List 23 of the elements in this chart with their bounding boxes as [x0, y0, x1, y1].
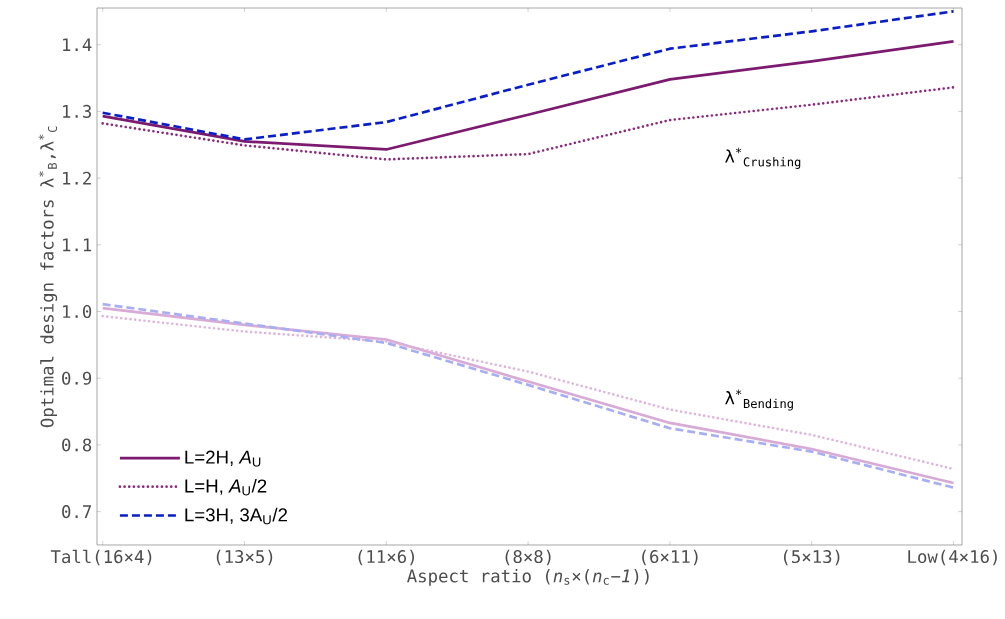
legend-label: L=2H, A$_{U}$	[185, 450, 261, 467]
x-tick-label: (13×5)	[216, 549, 273, 566]
line-series	[101, 10, 955, 141]
x-tick-label: (11×6)	[358, 549, 414, 566]
y-tick-label: 1.0	[63, 304, 92, 319]
annotation: λ$^{*}$Bending	[725, 389, 793, 411]
y-tick-label: 0.9	[62, 371, 92, 385]
y-axis-title: Optimal design factors λ$^{*}$$_{B}$,λ$^{*}$C	[38, 126, 58, 428]
x-tick-label: (8×8)	[505, 549, 551, 566]
x-tick-label: (6×11)	[642, 549, 698, 566]
y-tick-label: 1.3	[63, 104, 91, 118]
x-tick-label: Low(4×16)	[908, 549, 997, 566]
legend-label: L=3H, 3A$_{U}$/2	[185, 507, 287, 525]
y-tick-label: 1.2	[63, 171, 91, 185]
y-tick-label: 1.4	[63, 38, 92, 52]
legend-label: L=H, A$_{U}$/2	[185, 478, 267, 496]
y-tick-label: 0.7	[62, 505, 91, 519]
annotation: λ$^{*}$Crushing	[725, 147, 801, 169]
y-tick-label: 1.1	[63, 238, 92, 252]
y-tick-label: 0.8	[62, 438, 92, 452]
x-tick-label: Tall(16×4)	[50, 549, 152, 566]
x-tick-label: (5×13)	[783, 549, 840, 566]
text: Aspect ratio (n$_{s}$×(n$_{c}$−1))	[407, 569, 649, 586]
